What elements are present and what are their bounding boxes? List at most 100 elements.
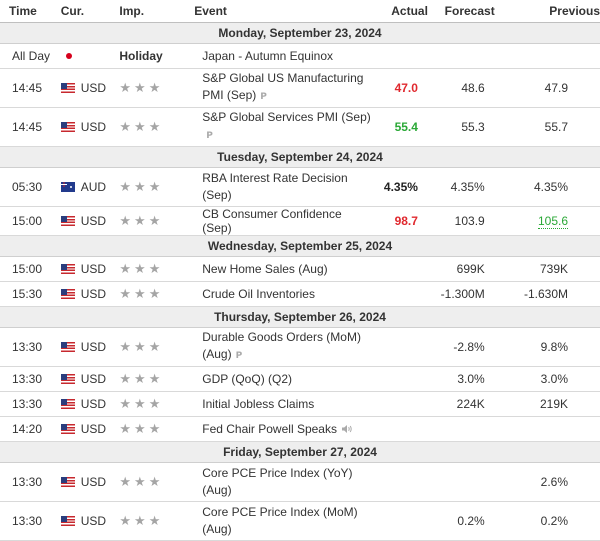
event-row[interactable]: 13:30 USD ★★★ Core PCE Price Index (YoY) (A… [0,462,600,502]
event-name[interactable]: Core PCE Price Index (MoM) (Aug) [202,505,358,536]
header-previous[interactable]: Previous [494,0,600,23]
event-actual-cell [372,416,428,442]
event-importance-cell: ★★★ [119,327,195,367]
event-name-cell[interactable]: S&P Global US Manufacturing PMI (Sep) P [194,68,373,108]
preliminary-icon: P [260,92,267,102]
star-icon: ★ [134,261,149,276]
event-row[interactable]: 05:30 AUD ★★★ RBA Interest Rate Decision (S… [0,167,600,207]
star-icon: ★ [134,179,149,194]
event-name-cell[interactable]: S&P Global Services PMI (Sep) P [194,107,373,147]
event-name-cell[interactable]: Durable Goods Orders (MoM) (Aug) P [194,327,373,367]
previous-value[interactable]: 105.6 [537,214,568,229]
event-forecast: 224K [427,391,495,417]
actual-value: 4.35% [383,180,418,194]
event-time: 13:30 [0,501,61,541]
event-forecast: 55.3 [427,107,495,147]
event-row[interactable]: 15:00 USD ★★★ New Home Sales (Aug) 699K 739K [0,256,600,282]
event-previous-cell: 4.35% [494,167,600,207]
event-name[interactable]: Core PCE Price Index (YoY) (Aug) [202,466,353,497]
star-icon: ★ [148,421,164,436]
event-row[interactable]: 13:30 USD ★★★ GDP (QoQ) (Q2) 3.0% 3.0% [0,366,600,392]
event-time: 13:30 [0,462,61,502]
event-name-cell[interactable]: Core PCE Price Index (MoM) (Aug) [194,501,373,541]
us-flag-icon [60,289,75,299]
event-name-cell[interactable]: Initial Jobless Claims [194,391,373,417]
previous-value: -1.630M [523,287,568,301]
event-name-cell[interactable]: GDP (QoQ) (Q2) [194,366,373,392]
header-event[interactable]: Event [194,0,373,23]
event-previous-cell [494,416,600,442]
event-row[interactable]: 14:45 USD ★★★ S&P Global US Manufacturing P… [0,68,600,108]
star-icon: ★ [134,119,149,134]
header-importance[interactable]: Imp. [119,0,195,23]
date-label: Monday, September 23, 2024 [0,22,600,44]
event-actual-cell [372,256,428,282]
event-importance-cell: ★★★ [119,206,195,236]
event-importance-cell: ★★★ [119,281,195,307]
event-name[interactable]: S&P Global US Manufacturing PMI (Sep) [202,71,364,102]
event-name[interactable]: Initial Jobless Claims [202,397,315,411]
event-time: 14:45 [0,68,61,108]
event-name[interactable]: CB Consumer Confidence (Sep) [202,207,342,235]
event-name[interactable]: S&P Global Services PMI (Sep) [202,110,371,124]
event-name[interactable]: RBA Interest Rate Decision (Sep) [202,171,348,202]
event-name[interactable]: Fed Chair Powell Speaks [202,421,337,436]
event-name-cell[interactable]: New Home Sales (Aug) [194,256,373,282]
event-row[interactable]: 14:20 USD ★★★ Fed Chair Powell Speaks [0,416,600,442]
holiday-label: Holiday [119,49,163,63]
event-time: 05:30 [0,167,61,207]
event-row[interactable]: All Day Holiday Japan - Autumn Equinox [0,43,600,69]
event-name[interactable]: New Home Sales (Aug) [202,262,328,276]
actual-value: 55.4 [394,120,418,134]
star-icon: ★ [119,339,135,354]
date-label: Thursday, September 26, 2024 [0,306,600,328]
previous-value: 47.9 [544,81,568,95]
event-row[interactable]: 13:30 USD ★★★ Durable Goods Orders (MoM) (A… [0,327,600,367]
event-row[interactable]: 13:30 USD ★★★ Core PCE Price Index (MoM) (A… [0,501,600,541]
event-previous-cell: -1.630M [494,281,600,307]
star-icon: ★ [148,213,164,228]
event-previous-cell [494,43,600,69]
event-name-cell[interactable]: CB Consumer Confidence (Sep) [194,206,373,236]
event-forecast: -2.8% [427,327,495,367]
star-icon: ★ [119,396,135,411]
star-icon: ★ [148,513,164,528]
event-time: 15:00 [0,206,61,236]
star-icon: ★ [119,119,135,134]
event-name-cell[interactable]: Japan - Autumn Equinox [194,43,373,69]
us-flag-icon [60,477,75,487]
event-currency-cell: USD [60,256,120,282]
currency-code: AUD [80,180,107,194]
event-currency-cell: USD [60,107,120,147]
event-previous-cell: 3.0% [494,366,600,392]
event-currency-cell: USD [60,206,120,236]
event-forecast: 699K [427,256,495,282]
preliminary-icon: P [235,351,243,361]
event-forecast [427,416,495,442]
event-name-cell[interactable]: Core PCE Price Index (YoY) (Aug) [194,462,373,502]
event-name[interactable]: Crude Oil Inventories [202,287,315,301]
event-name[interactable]: Japan - Autumn Equinox [202,49,333,63]
star-icon: ★ [134,396,149,411]
header-actual[interactable]: Actual [372,0,428,23]
header-time[interactable]: Time [0,0,61,23]
event-row[interactable]: 14:45 USD ★★★ S&P Global Services PMI (Sep)… [0,107,600,147]
event-row[interactable]: 13:30 USD ★★★ Initial Jobless Claims 224K 219… [0,391,600,417]
us-flag-icon [60,516,75,526]
header-currency[interactable]: Cur. [60,0,120,23]
event-name[interactable]: Durable Goods Orders (MoM) (Aug) [202,330,361,361]
star-icon: ★ [148,179,164,194]
event-row[interactable]: 15:00 USD ★★★ CB Consumer Confidence (Sep) 9… [0,206,600,236]
event-name-cell[interactable]: RBA Interest Rate Decision (Sep) [194,167,373,207]
event-time: 15:30 [0,281,61,307]
event-previous-cell: 739K [494,256,600,282]
event-previous-cell: 55.7 [494,107,600,147]
event-name-cell[interactable]: Crude Oil Inventories [194,281,373,307]
event-row[interactable]: 15:30 USD ★★★ Crude Oil Inventories -1.300M -… [0,281,600,307]
event-name-cell[interactable]: Fed Chair Powell Speaks [194,416,373,442]
header-forecast[interactable]: Forecast [427,0,495,23]
event-importance-cell: Holiday [119,43,195,69]
event-currency-cell: USD [60,366,120,392]
event-actual-cell [372,327,428,367]
event-name[interactable]: GDP (QoQ) (Q2) [202,372,293,386]
